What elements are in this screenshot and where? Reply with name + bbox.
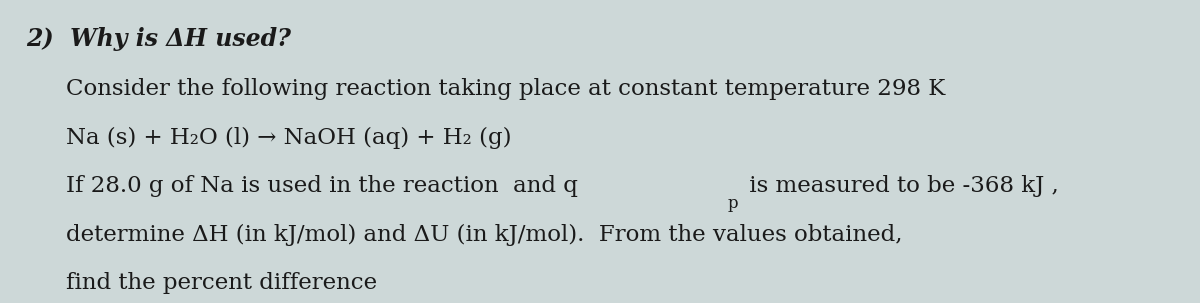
Text: Consider the following reaction taking place at constant temperature 298 K: Consider the following reaction taking p… (66, 78, 946, 100)
Text: find the percent difference: find the percent difference (66, 272, 377, 294)
Text: Na (s) + H₂O (l) → NaOH (aq) + H₂ (g): Na (s) + H₂O (l) → NaOH (aq) + H₂ (g) (66, 127, 511, 149)
Text: p: p (727, 195, 738, 211)
Text: is measured to be -368 kJ ,: is measured to be -368 kJ , (742, 175, 1058, 197)
Text: 2)  Why is ΔH used?: 2) Why is ΔH used? (26, 27, 292, 52)
Text: If 28.0 g of Na is used in the reaction  and q: If 28.0 g of Na is used in the reaction … (66, 175, 578, 197)
Text: determine ΔH (in kJ/mol) and ΔU (in kJ/mol).  From the values obtained,: determine ΔH (in kJ/mol) and ΔU (in kJ/m… (66, 224, 902, 246)
